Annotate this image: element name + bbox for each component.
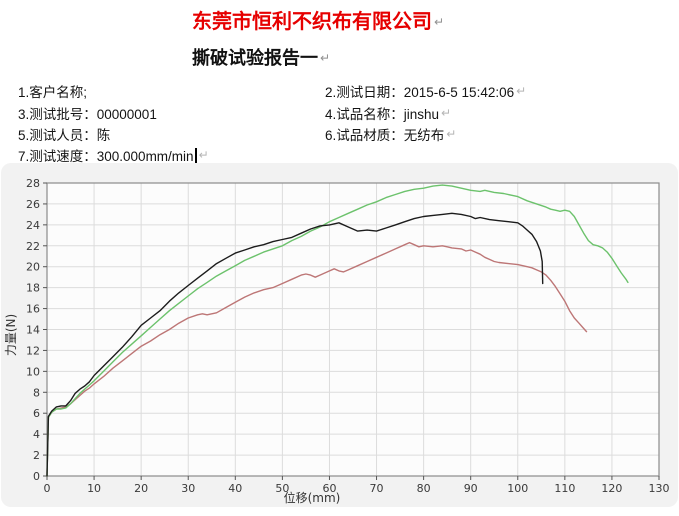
test-speed-value[interactable]: 300.000mm/min — [96, 149, 194, 166]
svg-text:2: 2 — [33, 449, 40, 462]
svg-text:0: 0 — [44, 482, 51, 495]
paragraph-mark-icon: ↵ — [320, 51, 331, 65]
paragraph-mark-icon: ↵ — [198, 148, 209, 162]
svg-text:80: 80 — [417, 482, 431, 495]
company-title: 东莞市恒利不织布有限公司 ↵ — [192, 5, 444, 34]
svg-text:16: 16 — [26, 303, 40, 316]
chart-canvas: 0 10 20 30 40 50 60 70 80 90 100 110 120 130024681012… — [4, 177, 670, 505]
svg-text:110: 110 — [554, 482, 575, 495]
svg-text:14: 14 — [26, 324, 40, 337]
svg-text:90: 90 — [464, 482, 478, 495]
svg-text:8: 8 — [33, 386, 40, 399]
svg-text:20: 20 — [26, 261, 40, 274]
svg-text:力量(N): 力量(N) — [4, 314, 18, 356]
force-displacement-chart: 0 10 20 30 40 50 60 70 80 90 100 110 120 130 0 2 4 6 8 10 12… — [1, 163, 678, 507]
svg-text:30: 30 — [181, 482, 195, 495]
svg-text:位移(mm): 位移(mm) — [284, 490, 341, 505]
svg-text:12: 12 — [26, 344, 40, 357]
svg-text:100: 100 — [507, 482, 528, 495]
svg-text:6: 6 — [33, 407, 40, 420]
svg-text:22: 22 — [26, 240, 40, 253]
field-sample-name[interactable]: 4.试品名称：jinshu ↵ — [325, 106, 452, 122]
field-customer-name[interactable]: 1.客户名称; — [18, 85, 88, 100]
svg-text:26: 26 — [26, 198, 40, 211]
svg-text:28: 28 — [26, 177, 40, 190]
svg-text:4: 4 — [33, 428, 40, 441]
report-title-text: 撕破试验报告一 — [192, 48, 318, 68]
svg-text:10: 10 — [26, 365, 40, 378]
paragraph-mark-icon: ↵ — [446, 127, 457, 141]
svg-text:60: 60 — [322, 482, 336, 495]
test-speed-label: 7.测试速度： — [18, 149, 97, 164]
svg-text:20: 20 — [134, 482, 148, 495]
field-tester[interactable]: 5.测试人员：陈 — [18, 128, 111, 143]
svg-text:10: 10 — [87, 482, 101, 495]
field-sample-material[interactable]: 6.试品材质：无纺布 ↵ — [325, 127, 457, 143]
paragraph-mark-icon: ↵ — [516, 84, 527, 98]
svg-text:40: 40 — [228, 482, 242, 495]
svg-text:0: 0 — [33, 470, 40, 483]
svg-text:18: 18 — [26, 282, 40, 295]
svg-text:50: 50 — [275, 482, 289, 495]
field-test-speed[interactable]: 7.测试速度：300.000mm/min ↵ — [18, 145, 209, 166]
field-test-batch[interactable]: 3.测试批号：00000001 — [18, 107, 157, 122]
report-title: 撕破试验报告一 ↵ — [192, 44, 330, 70]
field-test-date[interactable]: 2.测试日期：2015-6-5 15:42:06 ↵ — [325, 84, 527, 100]
svg-text:70: 70 — [370, 482, 384, 495]
svg-text:120: 120 — [601, 482, 622, 495]
svg-text:24: 24 — [26, 219, 40, 232]
svg-text:130: 130 — [649, 482, 670, 495]
text-cursor — [194, 148, 197, 163]
company-title-text: 东莞市恒利不织布有限公司 — [192, 11, 432, 33]
paragraph-mark-icon: ↵ — [434, 15, 445, 29]
paragraph-mark-icon: ↵ — [441, 106, 452, 120]
